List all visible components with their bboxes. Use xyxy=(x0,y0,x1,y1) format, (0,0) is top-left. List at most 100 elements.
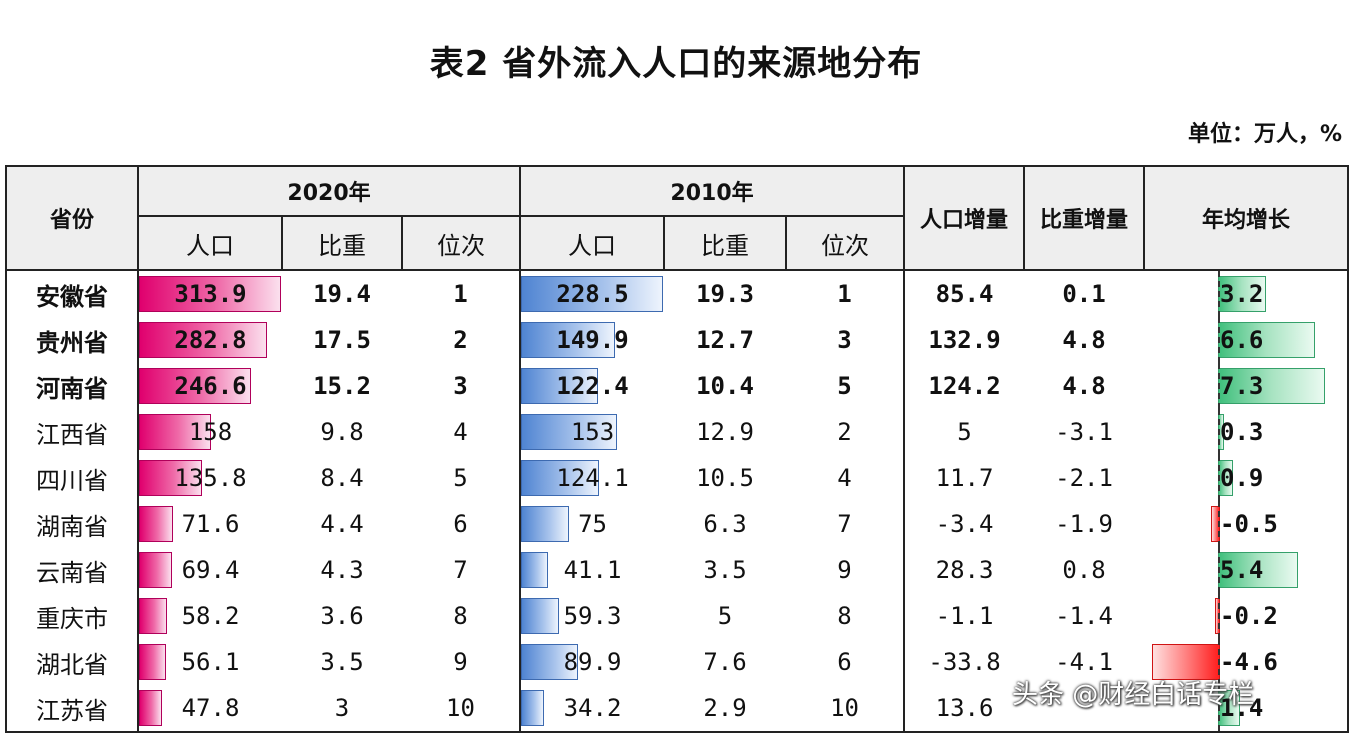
pop2010-bar xyxy=(521,276,664,312)
rank2010-cell: 5 xyxy=(786,363,906,409)
pop2020-bar xyxy=(139,552,172,588)
rank2010-cell: 10 xyxy=(786,685,906,733)
share2010-cell: 10.5 xyxy=(696,464,754,492)
pop2010-value: 34.2 xyxy=(563,694,622,722)
growth-zero-axis xyxy=(1218,685,1221,731)
rank2020-cell: 2 xyxy=(402,317,522,363)
pop2010-value: 124.1 xyxy=(556,464,629,492)
province-cell: 湖南省 xyxy=(6,501,139,547)
table-row: 湖北省 56.1 3.5 9 89.9 7.6 6 -33.8 -4.1 -4.6 xyxy=(6,639,1348,685)
share2010-cell: 3.5 xyxy=(703,556,747,584)
table-row: 四川省 135.8 8.4 5 124.1 10.5 4 11.7 -2.1 0.9 xyxy=(6,455,1348,501)
growth-bar xyxy=(1218,552,1298,588)
rank2010-cell: 1 xyxy=(786,270,906,317)
pop2020-value: 158 xyxy=(188,418,233,446)
growth-zero-axis xyxy=(1218,271,1221,317)
table-row: 贵州省 282.8 17.5 2 149.9 12.7 3 132.9 4.8 6.6 xyxy=(6,317,1348,363)
table-body: 安徽省 313.9 19.4 1 228.5 19.3 1 85.4 0.1 3.2 贵州省 282.… xyxy=(6,270,1349,733)
pop2020-bar xyxy=(139,414,212,450)
pop2020-bar xyxy=(139,368,251,404)
pop2010-bar xyxy=(521,690,544,726)
province-cell: 江西省 xyxy=(6,409,139,455)
growth-value: 6.6 xyxy=(1220,326,1264,354)
growth-value: 5.4 xyxy=(1220,556,1264,584)
pop2010-value: 75 xyxy=(578,510,607,538)
pop-increase-cell: 85.4 xyxy=(935,280,994,308)
share2010-cell: 12.9 xyxy=(696,418,754,446)
pop2010-value: 122.4 xyxy=(556,372,629,400)
header-province: 省份 xyxy=(5,165,139,271)
share2010-cell: 6.3 xyxy=(703,510,747,538)
rank2020-cell: 4 xyxy=(402,409,522,455)
province-cell: 重庆市 xyxy=(6,593,139,639)
rank2010-cell: 4 xyxy=(786,455,906,501)
growth-value: 0.9 xyxy=(1220,464,1264,492)
share2020-cell: 19.4 xyxy=(313,280,371,308)
share2010-cell: 2.9 xyxy=(664,685,787,733)
pop-increase-cell: -1.1 xyxy=(935,602,994,630)
province-cell: 贵州省 xyxy=(6,317,139,363)
growth-value: 0.3 xyxy=(1220,418,1264,446)
share-increase-cell: -2.1 xyxy=(1055,464,1113,492)
growth-cell: 0.3 xyxy=(1144,409,1348,455)
pop2020-cell: 135.8 xyxy=(138,455,282,501)
rank2020-cell: 5 xyxy=(402,455,522,501)
growth-value: -0.2 xyxy=(1220,602,1278,630)
table-row: 江苏省 47.8 3 10 34.2 2.9 10 13.6 1.4 xyxy=(6,685,1349,733)
header-2020: 2020年 xyxy=(136,165,522,217)
growth-bar xyxy=(1218,322,1315,358)
pop2020-cell: 313.9 xyxy=(138,270,282,317)
growth-cell: 7.3 xyxy=(1144,363,1348,409)
share-increase-cell: -1.9 xyxy=(1055,510,1113,538)
pop2020-value: 282.8 xyxy=(174,326,247,354)
share2020-cell: 3.5 xyxy=(320,648,364,676)
growth-cell: -0.5 xyxy=(1144,501,1348,547)
header-2010-rank: 位次 xyxy=(785,215,906,271)
share2010-cell: 10.4 xyxy=(696,372,754,400)
pop2010-value: 153 xyxy=(570,418,615,446)
pop2010-cell: 34.2 xyxy=(520,685,665,733)
pop2010-bar xyxy=(521,368,598,404)
table-row: 湖南省 71.6 4.4 6 75 6.3 7 -3.4 -1.9 -0.5 xyxy=(6,501,1348,547)
province-cell: 河南省 xyxy=(6,363,139,409)
rank2010-cell: 3 xyxy=(786,317,906,363)
table-row: 江西省 158 9.8 4 153 12.9 2 5 -3.1 0.3 xyxy=(6,409,1348,455)
pop2020-cell: 47.8 xyxy=(138,685,282,733)
rank2020-cell: 10 xyxy=(402,685,522,733)
rank2020-cell: 7 xyxy=(402,547,522,593)
pop2010-value: 149.9 xyxy=(556,326,629,354)
pop2010-bar xyxy=(521,460,600,496)
pop2020-value: 56.1 xyxy=(181,648,240,676)
pop2020-bar xyxy=(139,276,281,312)
pop-increase-cell: -3.4 xyxy=(935,510,994,538)
growth-value: -0.5 xyxy=(1220,510,1278,538)
pop2010-bar xyxy=(521,644,579,680)
pop2010-bar xyxy=(521,552,549,588)
pop-increase-cell: 11.7 xyxy=(935,464,994,492)
pop2010-cell: 89.9 xyxy=(520,639,664,685)
header-annual-growth: 年均增长 xyxy=(1143,165,1350,271)
growth-cell: 6.6 xyxy=(1144,317,1348,363)
pop2020-value: 58.2 xyxy=(181,602,240,630)
pop2010-cell: 41.1 xyxy=(520,547,664,593)
table-row: 安徽省 313.9 19.4 1 228.5 19.3 1 85.4 0.1 3.2 xyxy=(6,270,1348,317)
pop2010-cell: 228.5 xyxy=(520,270,664,317)
share-increase-cell: 0.8 xyxy=(1062,556,1106,584)
share-increase-cell: 4.8 xyxy=(1062,372,1106,400)
pop2010-value: 41.1 xyxy=(563,556,622,584)
pop2010-cell: 149.9 xyxy=(520,317,664,363)
header-2010: 2010年 xyxy=(519,165,906,217)
pop2010-cell: 59.3 xyxy=(520,593,664,639)
growth-bar xyxy=(1218,368,1326,404)
pop2020-cell: 58.2 xyxy=(138,593,282,639)
pop2010-value: 59.3 xyxy=(563,602,622,630)
pop2010-cell: 153 xyxy=(520,409,664,455)
pop-increase-cell: 132.9 xyxy=(928,326,1001,354)
rank2010-cell: 8 xyxy=(786,593,906,639)
pop2020-cell: 158 xyxy=(138,409,282,455)
table-row: 云南省 69.4 4.3 7 41.1 3.5 9 28.3 0.8 5.4 xyxy=(6,547,1348,593)
pop2010-bar xyxy=(521,414,617,450)
table-row: 河南省 246.6 15.2 3 122.4 10.4 5 124.2 4.8 7.3 xyxy=(6,363,1348,409)
share2020-cell: 4.3 xyxy=(320,556,364,584)
growth-zero-axis xyxy=(1218,363,1221,409)
